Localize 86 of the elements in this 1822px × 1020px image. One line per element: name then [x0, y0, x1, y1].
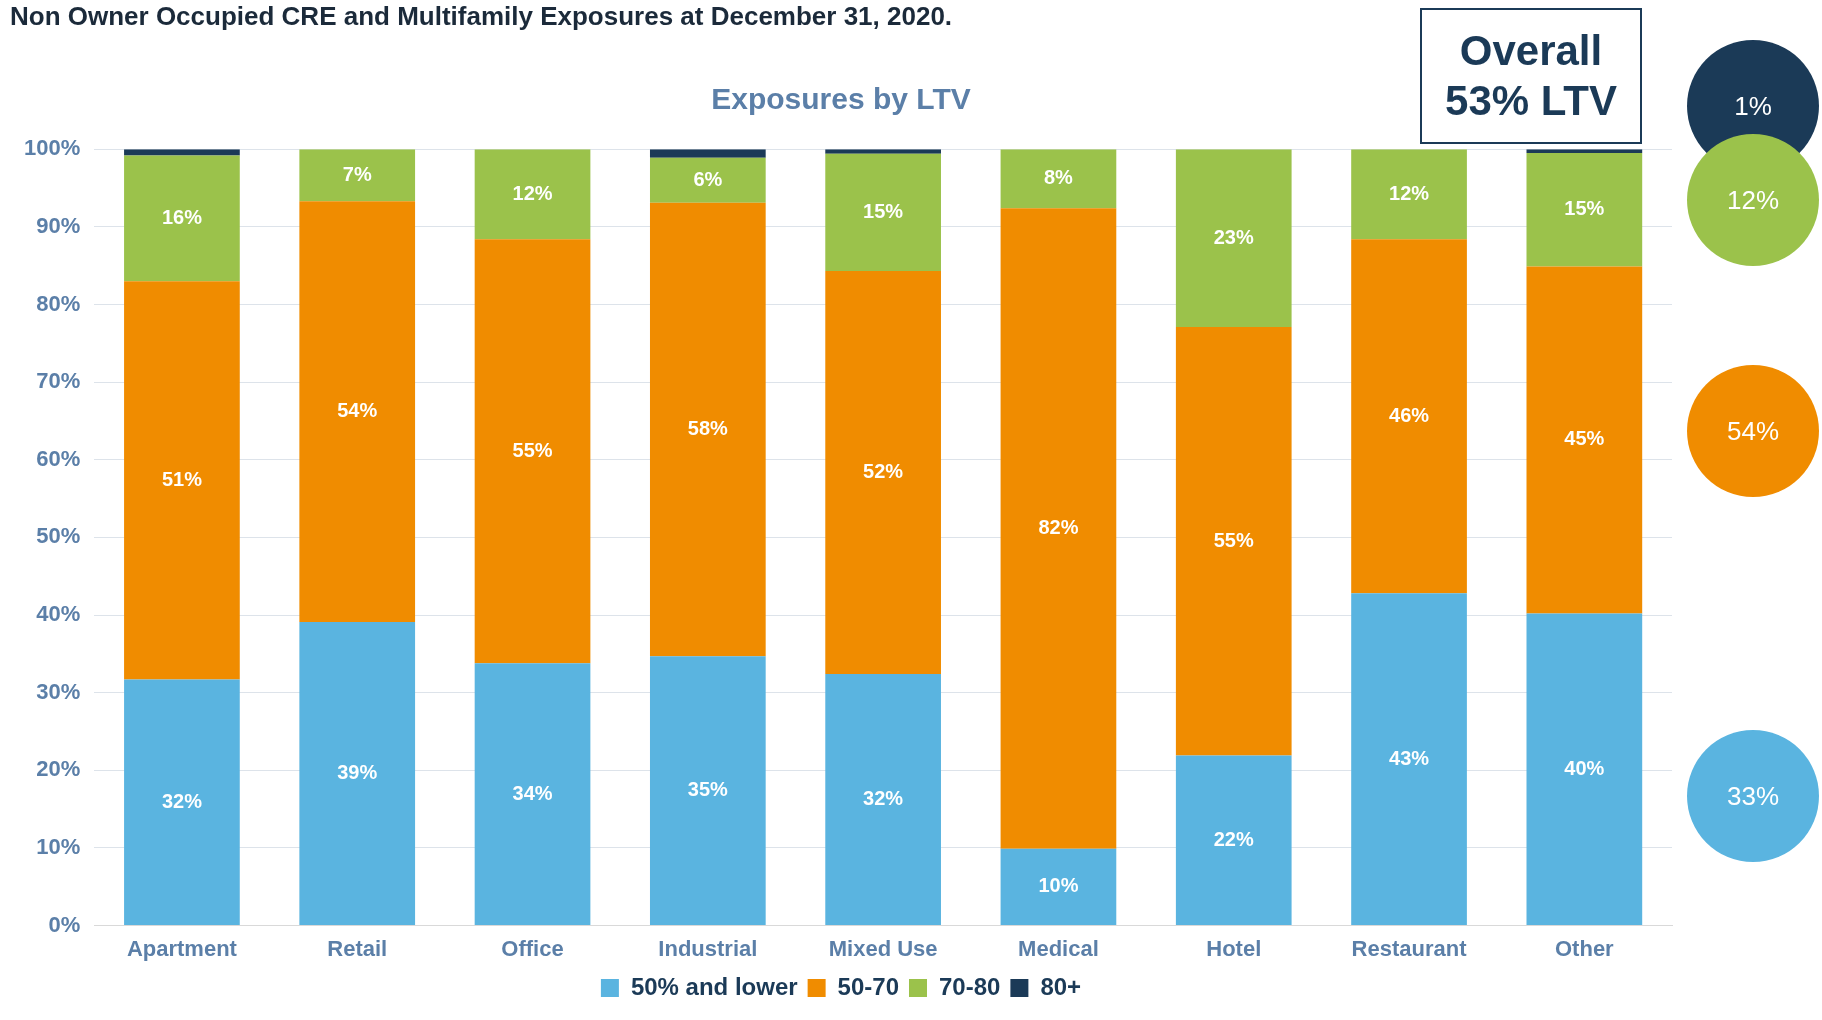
y-tick-label: 50%: [36, 523, 81, 549]
data-label: 35%: [687, 778, 729, 801]
data-label: 55%: [512, 438, 553, 461]
legend-label: 80+: [1040, 972, 1082, 1000]
y-tick-label: 60%: [36, 445, 81, 471]
x-tick-label: Restaurant: [1351, 935, 1468, 961]
x-tick-label: Hotel: [1206, 935, 1262, 961]
x-tick-label: Other: [1555, 935, 1615, 961]
legend-label: 50% and lower: [630, 972, 798, 1000]
x-tick-label: Apartment: [126, 935, 238, 961]
text: 1%: [1687, 40, 1819, 172]
bar: [1175, 149, 1292, 327]
data-label: 15%: [863, 199, 904, 222]
data-label: 23%: [1213, 225, 1254, 248]
bar: [649, 149, 766, 158]
bar: [299, 622, 416, 926]
bar: [299, 149, 416, 202]
bar: [649, 656, 766, 926]
data-label: 34%: [512, 781, 553, 804]
data-label: 22%: [1213, 827, 1254, 850]
bar: [1000, 848, 1117, 926]
bar: [1526, 613, 1643, 926]
data-label: 58%: [687, 417, 729, 439]
bar: [1351, 239, 1467, 594]
x-tick-label: Office: [501, 935, 564, 961]
y-tick-label: 10%: [36, 834, 81, 860]
text: Overall 53% LTV: [1420, 8, 1642, 144]
legend-label: 70-80: [939, 972, 1001, 1000]
text: 33%: [1687, 730, 1819, 862]
bar: [474, 239, 591, 664]
y-tick-label: 20%: [36, 756, 81, 782]
x-tick-label: Medical: [1018, 935, 1099, 961]
data-label: 51%: [161, 467, 203, 490]
bar: [1526, 266, 1643, 614]
y-tick-label: 80%: [36, 290, 81, 316]
data-label: 54%: [337, 399, 378, 422]
legend-label: 50-70: [837, 972, 900, 1000]
bar: [124, 155, 240, 282]
data-label: 32%: [863, 787, 904, 810]
bar: [1000, 149, 1117, 209]
data-label: 10%: [1038, 874, 1079, 897]
bar: [1526, 153, 1643, 267]
data-label: 55%: [1213, 528, 1254, 551]
bar: [299, 201, 416, 623]
bar: [825, 271, 941, 675]
bar: [474, 149, 591, 240]
x-tick-label: Industrial: [658, 935, 758, 961]
data-label: 43%: [1389, 746, 1430, 769]
text: 12%: [1687, 134, 1819, 266]
bar: [1175, 755, 1292, 926]
data-label: 15%: [1564, 197, 1605, 220]
bar: [1351, 593, 1467, 926]
y-tick-label: 90%: [36, 212, 81, 238]
y-tick-label: 100%: [23, 135, 81, 161]
data-label: 46%: [1389, 403, 1430, 426]
bar: [1000, 208, 1117, 849]
bar: [474, 663, 591, 926]
bar: [1351, 149, 1467, 240]
data-label: 52%: [863, 460, 904, 483]
data-label: 8%: [1043, 166, 1074, 189]
bar: [825, 674, 941, 926]
data-label: 12%: [1389, 181, 1430, 204]
y-tick-label: 30%: [36, 678, 81, 704]
data-label: 45%: [1564, 427, 1605, 450]
data-label: 82%: [1038, 515, 1079, 538]
data-label: 39%: [337, 761, 378, 784]
bar: [649, 157, 766, 203]
y-tick-label: 0%: [48, 911, 81, 937]
chart-title: Non Owner Occupied CRE and Multifamily Exposures at December 31, 2020.: [10, 0, 953, 31]
y-tick-label: 40%: [36, 601, 81, 627]
data-label: 12%: [512, 181, 553, 204]
data-label: 40%: [1564, 756, 1605, 779]
x-tick-label: Mixed Use: [828, 935, 938, 961]
chart-subtitle: Exposures by LTV: [711, 82, 971, 116]
y-tick-label: 70%: [36, 368, 81, 394]
bar: [825, 153, 941, 272]
data-label: 6%: [693, 167, 723, 190]
text: 54%: [1687, 365, 1819, 497]
x-tick-label: Retail: [327, 935, 388, 961]
bar: [1175, 327, 1292, 756]
data-label: 16%: [161, 205, 203, 228]
data-label: 32%: [161, 789, 203, 812]
bar: [649, 202, 766, 657]
bar: [124, 281, 240, 680]
bar: [124, 679, 240, 926]
data-label: 7%: [342, 162, 372, 185]
